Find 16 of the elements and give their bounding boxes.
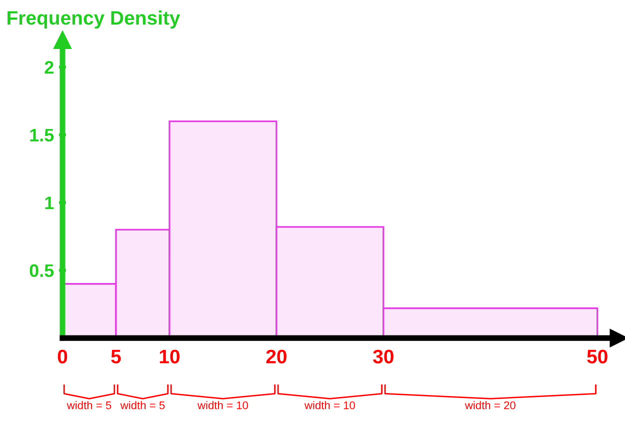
y-tick-label: 0.5 (30, 264, 54, 278)
text: width = 10 (304, 401, 355, 410)
y-tick-label: 1.5 (30, 128, 54, 142)
text: width = 20 (464, 401, 516, 410)
y-tick-label: 1 (45, 196, 54, 210)
x-tick-label: 10 (160, 350, 180, 364)
x-tick-label: 20 (266, 350, 286, 364)
text: width = 5 (66, 401, 112, 410)
x-tick-label: 0 (58, 350, 68, 364)
y-axis-title: Frequency Density (8, 10, 180, 29)
x-tick-label: 50 (587, 350, 608, 364)
text: width = 5 (120, 401, 165, 410)
x-tick-label: 30 (373, 350, 394, 364)
text: width = 10 (197, 401, 248, 410)
y-tick-label: 2 (44, 61, 54, 74)
x-tick-label: 5 (111, 350, 121, 364)
